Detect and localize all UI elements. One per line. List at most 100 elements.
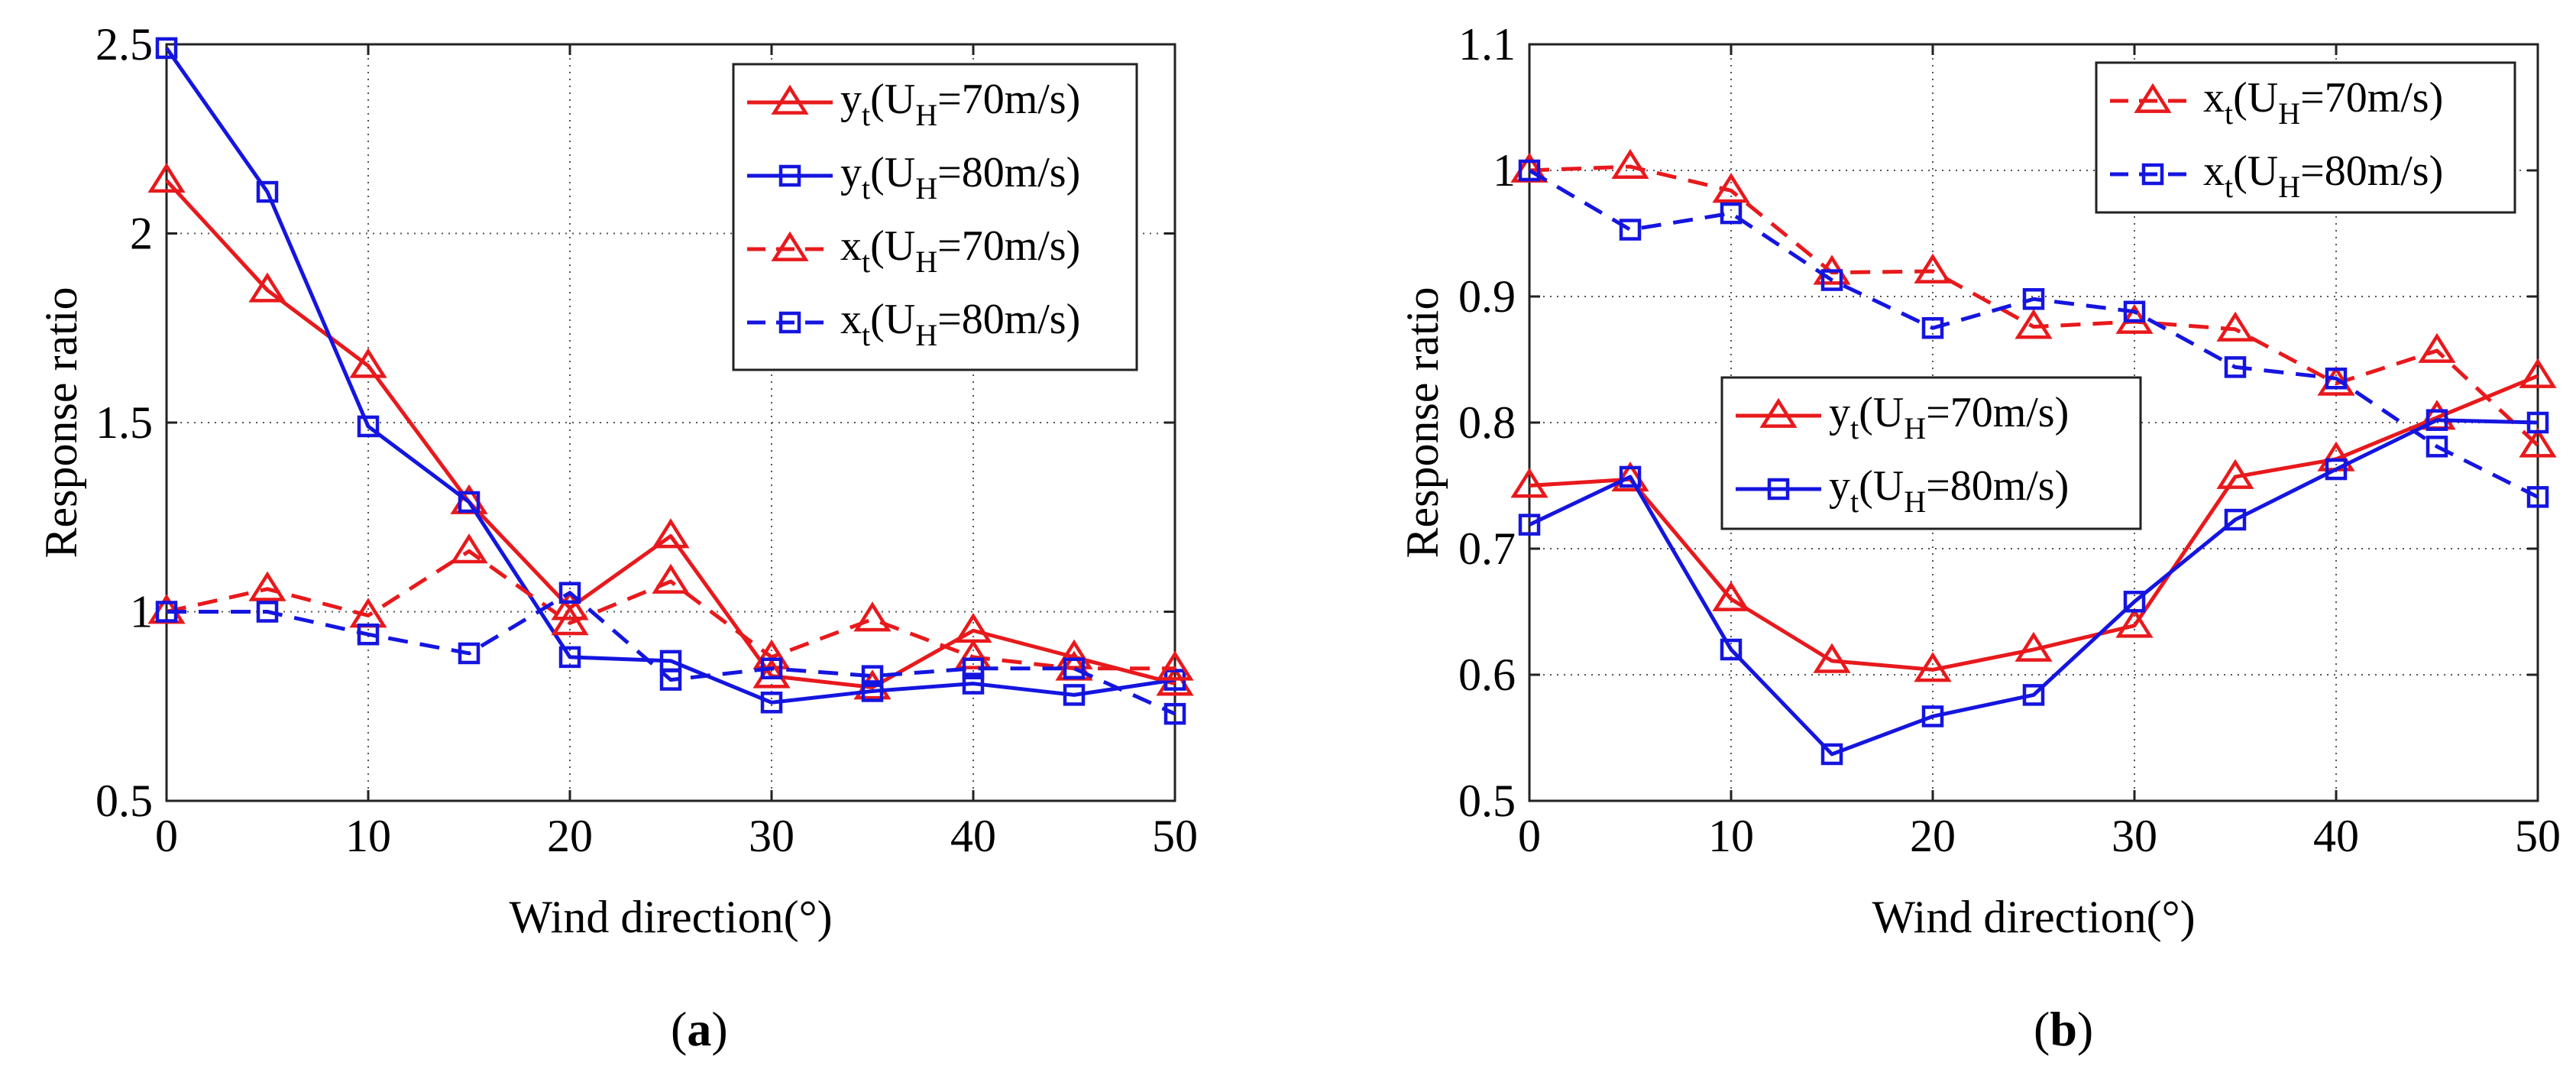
data-point-marker <box>458 642 481 665</box>
y-tick-label: 2.5 <box>95 19 153 70</box>
data-point-marker <box>1720 638 1743 661</box>
legend-speed: =70m/s) <box>2300 74 2443 122</box>
data-point-marker <box>2022 288 2045 310</box>
series-line <box>165 179 1176 689</box>
legend-open-paren: (U <box>1859 462 1904 510</box>
data-point-marker <box>2325 458 2348 481</box>
legend-open-paren: (U <box>1859 389 1904 436</box>
data-point-marker <box>2526 411 2549 434</box>
legend-speed: =80m/s) <box>937 149 1080 196</box>
legend-subscript-h: H <box>2278 170 2300 204</box>
data-point-marker <box>1611 148 1649 179</box>
data-point-marker <box>1518 514 1541 536</box>
data-point-marker <box>2123 300 2146 323</box>
data-point-marker <box>853 601 892 632</box>
data-point-marker <box>1163 702 1186 725</box>
data-point-marker <box>558 582 581 604</box>
legend-var: y <box>1829 462 1850 510</box>
series-line <box>1528 168 2539 499</box>
x-tick-label: 50 <box>1152 811 1198 861</box>
legend-subscript-t: t <box>862 318 870 352</box>
legend-label: xt(UH=70m/s) <box>2203 74 2443 131</box>
y-tick-label: 0.5 <box>1458 776 1516 826</box>
y-tick-label: 0.7 <box>1458 523 1516 574</box>
series-line <box>164 47 1176 705</box>
x-tick-label: 0 <box>1518 811 1541 861</box>
x-axis-label: Wind direction(°) <box>509 892 832 942</box>
caption-close-paren: ) <box>711 1002 727 1056</box>
legend-subscript-t: t <box>862 171 870 206</box>
legend-open-paren: (U <box>870 149 915 196</box>
legend-subscript-h: H <box>915 98 937 132</box>
data-point-marker <box>1619 465 1642 488</box>
legend-marker <box>771 84 809 115</box>
data-point-marker <box>155 37 178 60</box>
legend-subscript-h: H <box>1904 484 1926 519</box>
data-point-marker <box>2216 458 2254 489</box>
y-tick-label: 0.9 <box>1458 271 1516 322</box>
legend-var: x <box>840 296 862 343</box>
x-tick-label: 40 <box>950 811 996 861</box>
legend-label: yt(UH=80m/s) <box>1829 462 2069 519</box>
data-point-marker <box>357 623 380 646</box>
data-point-marker <box>2519 358 2557 388</box>
y-tick-label: 0.6 <box>1458 650 1516 700</box>
data-point-marker <box>2426 436 2448 458</box>
y-axis-label: Response ratio <box>1397 287 1448 559</box>
data-point-marker <box>1813 643 1851 673</box>
data-point-marker <box>1156 650 1194 681</box>
x-tick-label: 20 <box>547 811 593 861</box>
data-point-marker <box>1921 705 1944 727</box>
legend-speed: =80m/s) <box>937 296 1080 343</box>
legend-1: xt(UH=70m/s) xt(UH=80m/s) <box>2095 61 2516 214</box>
legend-subscript-h: H <box>915 245 937 279</box>
x-tick-label: 10 <box>345 811 391 861</box>
caption-close-paren: ) <box>2077 1002 2093 1056</box>
data-point-marker <box>147 162 186 193</box>
data-point-marker <box>962 657 985 679</box>
data-point-marker <box>2325 368 2348 390</box>
x-tick-label: 0 <box>155 811 178 861</box>
legend-open-paren: (U <box>870 296 915 343</box>
chart-b: 0 10 20 30 40 50 0.5 0.6 0.7 0.8 0.9 1 1.1 Wind direc… <box>1397 19 2561 1056</box>
legend-subscript-h: H <box>915 171 937 206</box>
y-tick-label: 0.5 <box>95 776 153 826</box>
legend-subscript-h: H <box>915 318 937 352</box>
legend-speed: =80m/s) <box>2300 147 2443 195</box>
data-point-marker <box>558 646 581 669</box>
data-point-marker <box>248 571 286 601</box>
y-tick-label: 1.5 <box>95 397 153 448</box>
series-line <box>167 591 1176 716</box>
x-tick-label: 40 <box>2313 811 2359 861</box>
data-point-marker <box>2519 427 2557 458</box>
legend-subscript-t: t <box>862 98 870 132</box>
series-y-80m-s <box>155 37 1186 714</box>
data-point-marker <box>2216 311 2254 342</box>
legend-speed: =70m/s) <box>1926 389 2069 436</box>
legend-marker <box>778 164 801 187</box>
legend-label: yt(UH=80m/s) <box>840 149 1080 206</box>
data-point-marker <box>155 601 178 623</box>
caption-letter: b <box>2050 1002 2077 1056</box>
y-tick-label: 2 <box>130 209 153 259</box>
data-point-marker <box>2426 409 2448 431</box>
legend-2: yt(UH=70m/s)yt(UH=80m/s) <box>1720 376 2142 530</box>
legend-marker <box>2141 163 2164 186</box>
y-tick-label: 1 <box>130 587 153 637</box>
data-point-marker <box>2526 486 2549 508</box>
data-point-marker <box>1914 652 1952 682</box>
data-point-marker <box>1820 743 1843 766</box>
x-axis-label: Wind direction(°) <box>1872 892 2195 942</box>
y-tick-label: 1.1 <box>1458 19 1516 70</box>
legend-var: x <box>2203 147 2225 195</box>
data-point-marker <box>1921 317 1944 339</box>
legend-subscript-t: t <box>2225 96 2233 131</box>
data-point-marker <box>1914 253 1952 284</box>
data-point-marker <box>652 518 690 549</box>
legend-label: yt(UH=70m/s) <box>840 76 1080 132</box>
data-point-marker <box>861 665 884 687</box>
series-line <box>166 549 1175 671</box>
legend-open-paren: (U <box>870 222 915 270</box>
legend-open-paren: (U <box>2233 147 2278 195</box>
